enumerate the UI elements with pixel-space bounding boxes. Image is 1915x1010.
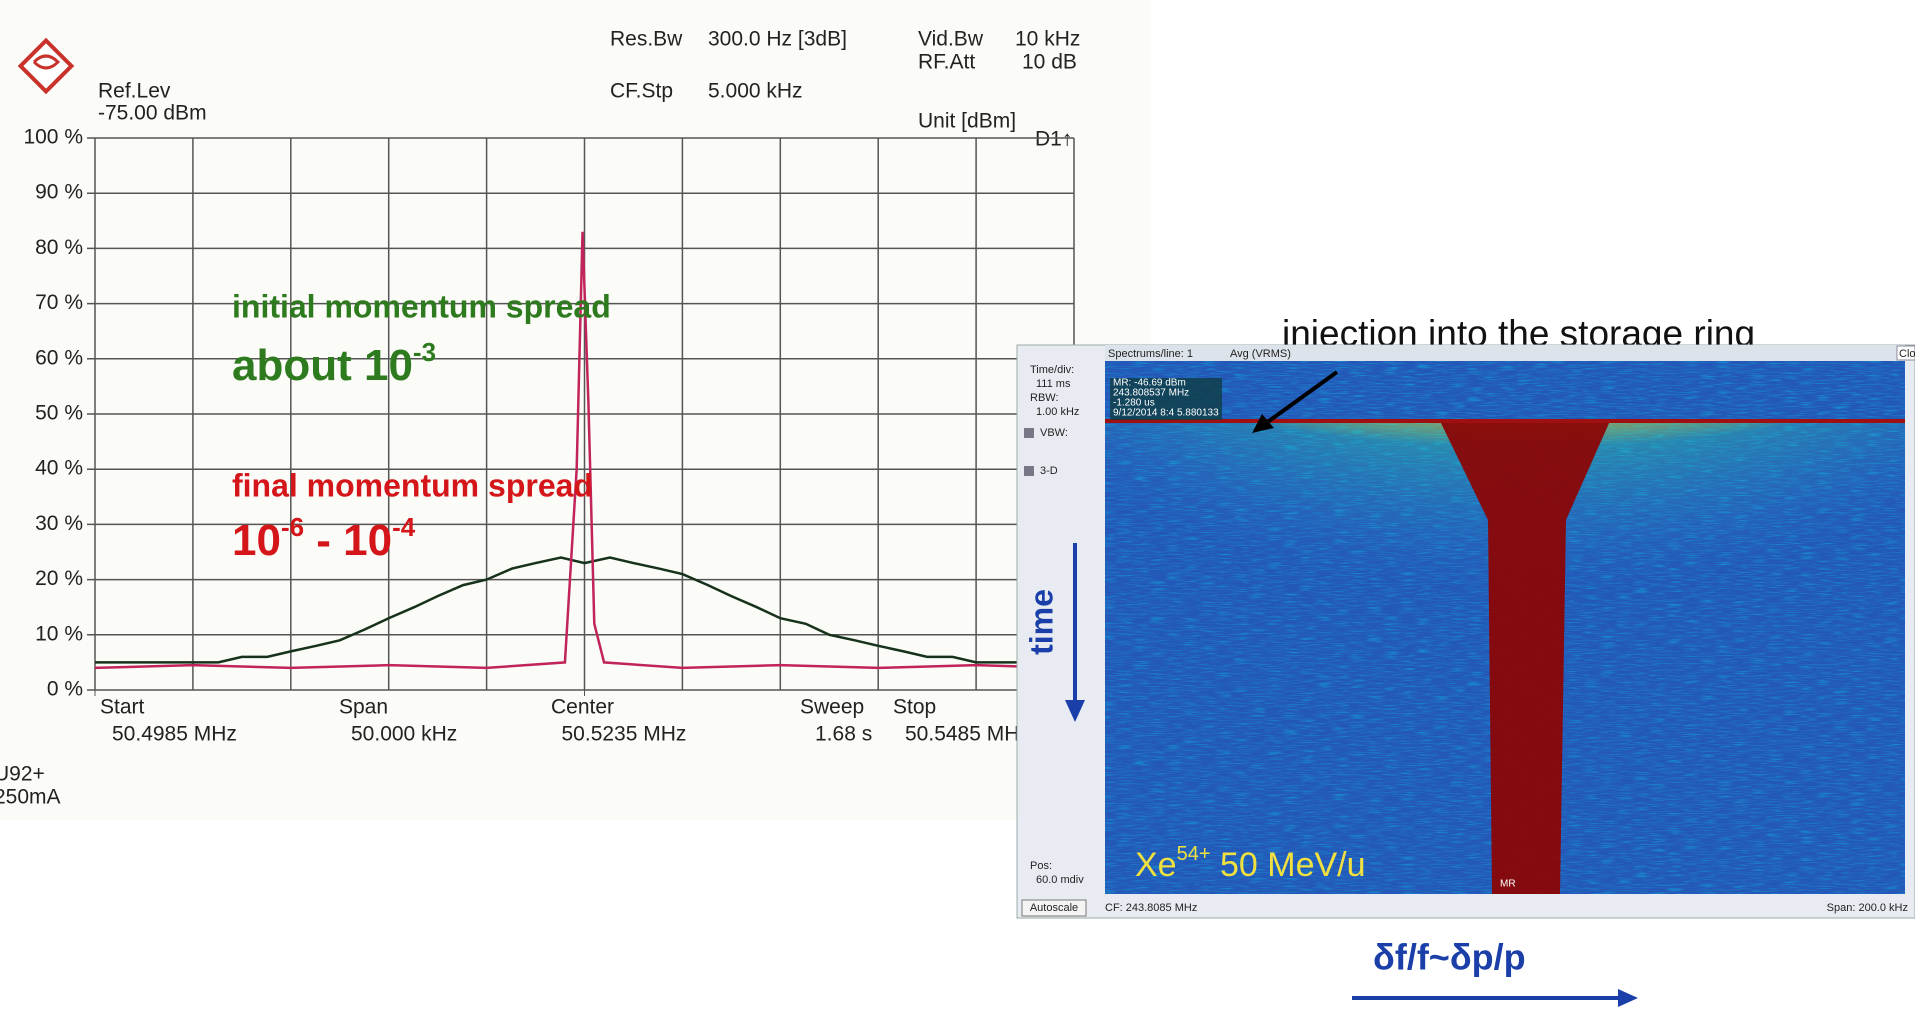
- y-tick-label: 70 %: [35, 291, 83, 314]
- time-div: 111 ms: [1036, 378, 1071, 390]
- y-tick-label: 0 %: [47, 678, 83, 701]
- axis-label: δf/f~δp/p: [1373, 937, 1526, 978]
- pos-label: Pos:: [1030, 860, 1052, 872]
- beam: U92+: [0, 763, 45, 786]
- vbw-label: VBW:: [1040, 427, 1068, 439]
- injection-arrow: [1260, 370, 1339, 428]
- res-bw-label: Res.Bw: [610, 28, 683, 51]
- final-exponent-b: -4: [392, 512, 416, 542]
- injection-arrowhead: [1252, 414, 1274, 433]
- marker-line: MR: -46.69 dBm: [1113, 378, 1186, 389]
- final-value-b: - 10: [304, 516, 392, 565]
- axis-arrowhead: [1618, 989, 1638, 1007]
- waterfall-screenshot: Spectrums/line: 1 Avg (VRMS) Clo MR: -46…: [1016, 344, 1915, 919]
- x-tick-label: 50.4985 MHz: [112, 723, 237, 746]
- center-label: Center: [551, 696, 614, 719]
- cf: CF: 243.8085 MHz: [1105, 902, 1197, 914]
- initial-exponent: -3: [413, 337, 436, 367]
- current: 250mA: [0, 786, 61, 809]
- y-tick-label: 100 %: [23, 126, 83, 149]
- pos: 60.0 mdiv: [1036, 874, 1084, 886]
- initial-value-base: about 10: [232, 341, 413, 390]
- y-tick-label: 40 %: [35, 457, 83, 480]
- ref-lev-label: Ref.Lev: [98, 80, 171, 103]
- ion-label: Xe54+ 50 MeV/u: [1135, 843, 1366, 884]
- rbw-label: RBW:: [1030, 392, 1059, 404]
- vid-bw-label: Vid.Bw: [918, 28, 984, 51]
- autoscale[interactable]: Autoscale: [1030, 902, 1078, 914]
- analyzer-background: [0, 0, 1150, 820]
- initial-title: initial momentum spread: [232, 288, 611, 324]
- cf-stp-label: CF.Stp: [610, 80, 673, 103]
- 3d-checkbox[interactable]: [1024, 466, 1034, 476]
- time-arrowhead: [1065, 700, 1085, 722]
- rf-att: 10 dB: [1022, 51, 1077, 74]
- close-button[interactable]: [1896, 345, 1915, 361]
- final-value: 10-6 - 10-4: [232, 512, 416, 565]
- span: 50.000 kHz: [351, 723, 457, 746]
- spectrums: Spectrums/line: 1: [1108, 348, 1193, 360]
- y-tick-label: 80 %: [35, 236, 83, 259]
- marker-tag: MR: [1500, 879, 1516, 890]
- avg: Avg (VRMS): [1230, 348, 1291, 360]
- start-label: Start: [100, 696, 145, 719]
- rs-logo: [17, 37, 75, 95]
- heatmap: [1105, 361, 1905, 894]
- x-tick-label: 50.5235 MHz: [562, 723, 687, 746]
- stop-label: Stop: [893, 696, 936, 719]
- charge: 54+: [1177, 843, 1211, 865]
- autoscale-button[interactable]: [1021, 899, 1087, 917]
- marker: D1↑: [1035, 128, 1072, 151]
- span-label: Span: [339, 696, 388, 719]
- vbw-checkbox[interactable]: [1024, 428, 1034, 438]
- mode-3d: 3-D: [1040, 465, 1058, 477]
- res-bw: 300.0 Hz [3dB]: [708, 28, 847, 51]
- series-line: [95, 556, 1074, 664]
- vid-bw: 10 kHz: [1015, 28, 1080, 51]
- marker-line: 243.808537 MHz: [1113, 388, 1189, 399]
- final-title: final momentum spread: [232, 467, 593, 503]
- spectrum-plot: 0 % 10 % 20 % 30 % 40 % 50 % 60 % 70 % 80 % 90 % 1…: [23, 126, 1075, 746]
- ref-lev: -75.00 dBm: [98, 102, 207, 125]
- sweep: 1.68 s: [815, 723, 872, 746]
- toolbar: [1105, 345, 1905, 361]
- unit: Unit [dBm]: [918, 110, 1016, 133]
- close[interactable]: Clo: [1899, 348, 1915, 360]
- x-tick-label: 50.5485 MHz: [905, 723, 1030, 746]
- rbw: 1.00 kHz: [1036, 406, 1079, 418]
- y-tick-label: 30 %: [35, 512, 83, 535]
- series-line: [94, 231, 1075, 670]
- cf-stp: 5.000 kHz: [708, 80, 803, 103]
- final-value-a: 10: [232, 516, 281, 565]
- marker-line: -1.280 us: [1113, 398, 1155, 409]
- y-tick-label: 60 %: [35, 346, 83, 369]
- time-label: time: [1023, 589, 1059, 655]
- span-setting: Span: 200.0 kHz: [1827, 902, 1908, 914]
- initial-value: about 10-3: [232, 337, 436, 390]
- y-tick-label: 50 %: [35, 402, 83, 425]
- final-exponent-a: -6: [281, 512, 304, 542]
- time-div-label: Time/div:: [1030, 364, 1074, 376]
- energy: 50 MeV/u: [1211, 846, 1366, 884]
- sweep-label: Sweep: [800, 696, 864, 719]
- marker-line: 9/12/2014 8:4 5.880133: [1113, 408, 1219, 419]
- y-tick-label: 10 %: [35, 622, 83, 645]
- y-tick-label: 90 %: [35, 181, 83, 204]
- y-tick-label: 20 %: [35, 567, 83, 590]
- rf-att-label: RF.Att: [918, 51, 975, 74]
- ion: Xe: [1135, 846, 1177, 884]
- marker-box: [1110, 378, 1222, 420]
